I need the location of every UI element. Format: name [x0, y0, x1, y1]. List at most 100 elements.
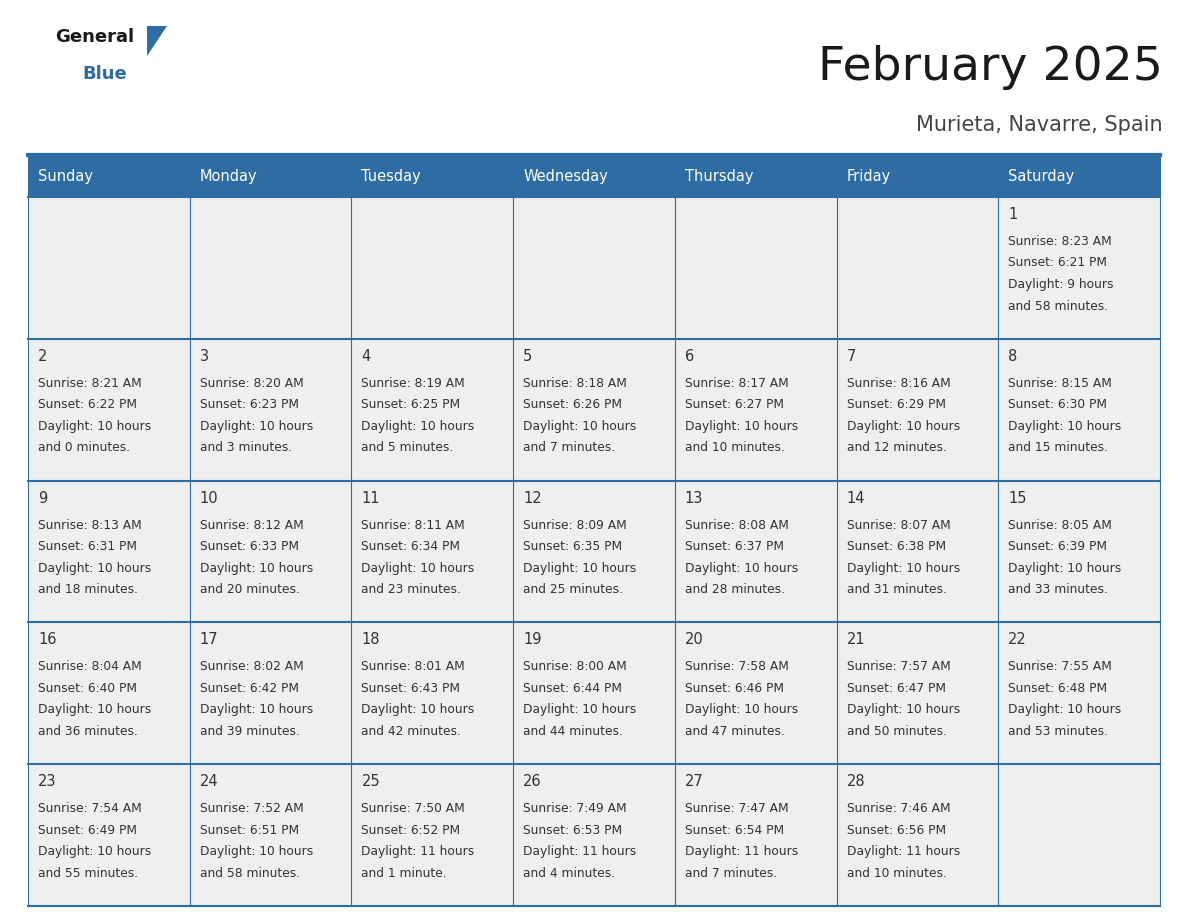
Text: and 36 minutes.: and 36 minutes. — [38, 725, 138, 738]
Text: 14: 14 — [847, 490, 865, 506]
Polygon shape — [147, 26, 168, 56]
Text: Sunset: 6:44 PM: Sunset: 6:44 PM — [523, 682, 623, 695]
Text: Daylight: 10 hours: Daylight: 10 hours — [361, 562, 475, 575]
Text: Sunrise: 8:12 AM: Sunrise: 8:12 AM — [200, 519, 303, 532]
Text: Sunrise: 8:23 AM: Sunrise: 8:23 AM — [1009, 235, 1112, 248]
Text: 27: 27 — [684, 774, 703, 789]
Text: 25: 25 — [361, 774, 380, 789]
Text: 5: 5 — [523, 349, 532, 364]
Text: and 7 minutes.: and 7 minutes. — [684, 867, 777, 879]
Text: and 53 minutes.: and 53 minutes. — [1009, 725, 1108, 738]
Text: 23: 23 — [38, 774, 57, 789]
Text: 18: 18 — [361, 633, 380, 647]
Text: Sunset: 6:25 PM: Sunset: 6:25 PM — [361, 398, 461, 411]
Text: Daylight: 9 hours: Daylight: 9 hours — [1009, 278, 1114, 291]
Text: 12: 12 — [523, 490, 542, 506]
Text: Sunrise: 8:17 AM: Sunrise: 8:17 AM — [684, 376, 789, 390]
Text: and 58 minutes.: and 58 minutes. — [200, 867, 299, 879]
Text: Sunset: 6:21 PM: Sunset: 6:21 PM — [1009, 256, 1107, 270]
Text: 8: 8 — [1009, 349, 1018, 364]
Text: Sunset: 6:34 PM: Sunset: 6:34 PM — [361, 540, 461, 554]
Text: Daylight: 10 hours: Daylight: 10 hours — [200, 703, 312, 716]
Bar — [29, 622, 1159, 764]
Text: and 31 minutes.: and 31 minutes. — [847, 583, 947, 596]
Text: and 50 minutes.: and 50 minutes. — [847, 725, 947, 738]
Text: Sunrise: 7:54 AM: Sunrise: 7:54 AM — [38, 802, 141, 815]
Text: and 4 minutes.: and 4 minutes. — [523, 867, 615, 879]
Text: Monday: Monday — [200, 169, 258, 184]
Text: Sunrise: 8:11 AM: Sunrise: 8:11 AM — [361, 519, 466, 532]
Text: 15: 15 — [1009, 490, 1026, 506]
Text: and 33 minutes.: and 33 minutes. — [1009, 583, 1108, 596]
Text: Sunset: 6:29 PM: Sunset: 6:29 PM — [847, 398, 946, 411]
Text: and 0 minutes.: and 0 minutes. — [38, 442, 131, 454]
Text: Daylight: 10 hours: Daylight: 10 hours — [200, 562, 312, 575]
Text: Sunset: 6:47 PM: Sunset: 6:47 PM — [847, 682, 946, 695]
Text: 28: 28 — [847, 774, 865, 789]
Text: and 44 minutes.: and 44 minutes. — [523, 725, 623, 738]
Text: Daylight: 10 hours: Daylight: 10 hours — [200, 845, 312, 858]
Text: 17: 17 — [200, 633, 219, 647]
Text: Sunrise: 8:04 AM: Sunrise: 8:04 AM — [38, 660, 141, 674]
Text: 26: 26 — [523, 774, 542, 789]
Text: Sunset: 6:27 PM: Sunset: 6:27 PM — [684, 398, 784, 411]
Text: Sunrise: 8:19 AM: Sunrise: 8:19 AM — [361, 376, 466, 390]
Text: Sunrise: 8:05 AM: Sunrise: 8:05 AM — [1009, 519, 1112, 532]
Text: Sunset: 6:35 PM: Sunset: 6:35 PM — [523, 540, 623, 554]
Text: Daylight: 10 hours: Daylight: 10 hours — [38, 420, 151, 432]
Text: Sunrise: 8:18 AM: Sunrise: 8:18 AM — [523, 376, 627, 390]
Text: Sunset: 6:40 PM: Sunset: 6:40 PM — [38, 682, 137, 695]
Text: Sunrise: 7:47 AM: Sunrise: 7:47 AM — [684, 802, 789, 815]
Text: Daylight: 11 hours: Daylight: 11 hours — [523, 845, 637, 858]
Text: and 25 minutes.: and 25 minutes. — [523, 583, 624, 596]
Text: Daylight: 10 hours: Daylight: 10 hours — [523, 562, 637, 575]
Text: Tuesday: Tuesday — [361, 169, 422, 184]
Text: Sunrise: 8:20 AM: Sunrise: 8:20 AM — [200, 376, 303, 390]
Text: and 58 minutes.: and 58 minutes. — [1009, 299, 1108, 312]
Text: Sunrise: 7:50 AM: Sunrise: 7:50 AM — [361, 802, 466, 815]
Text: Sunrise: 8:21 AM: Sunrise: 8:21 AM — [38, 376, 141, 390]
Text: Sunrise: 8:15 AM: Sunrise: 8:15 AM — [1009, 376, 1112, 390]
Text: 3: 3 — [200, 349, 209, 364]
Bar — [29, 481, 1159, 622]
Text: Daylight: 11 hours: Daylight: 11 hours — [847, 845, 960, 858]
Bar — [29, 197, 1159, 339]
Text: Sunset: 6:42 PM: Sunset: 6:42 PM — [200, 682, 298, 695]
Text: Sunset: 6:30 PM: Sunset: 6:30 PM — [1009, 398, 1107, 411]
Text: Sunset: 6:51 PM: Sunset: 6:51 PM — [200, 823, 299, 836]
Text: Sunrise: 8:00 AM: Sunrise: 8:00 AM — [523, 660, 627, 674]
Text: Daylight: 10 hours: Daylight: 10 hours — [200, 420, 312, 432]
Text: Wednesday: Wednesday — [523, 169, 608, 184]
Text: Sunset: 6:48 PM: Sunset: 6:48 PM — [1009, 682, 1107, 695]
Text: 21: 21 — [847, 633, 865, 647]
Text: Sunrise: 8:16 AM: Sunrise: 8:16 AM — [847, 376, 950, 390]
Text: Sunset: 6:52 PM: Sunset: 6:52 PM — [361, 823, 461, 836]
Text: 11: 11 — [361, 490, 380, 506]
Text: Daylight: 10 hours: Daylight: 10 hours — [847, 703, 960, 716]
Text: Sunrise: 8:08 AM: Sunrise: 8:08 AM — [684, 519, 789, 532]
Text: Daylight: 10 hours: Daylight: 10 hours — [847, 562, 960, 575]
Text: Daylight: 11 hours: Daylight: 11 hours — [684, 845, 798, 858]
Text: Friday: Friday — [847, 169, 891, 184]
Text: Daylight: 10 hours: Daylight: 10 hours — [847, 420, 960, 432]
Text: Sunrise: 7:58 AM: Sunrise: 7:58 AM — [684, 660, 789, 674]
Text: Daylight: 10 hours: Daylight: 10 hours — [38, 562, 151, 575]
Text: Daylight: 10 hours: Daylight: 10 hours — [361, 420, 475, 432]
Text: Sunrise: 7:46 AM: Sunrise: 7:46 AM — [847, 802, 950, 815]
Text: 2: 2 — [38, 349, 48, 364]
Text: 9: 9 — [38, 490, 48, 506]
Text: and 39 minutes.: and 39 minutes. — [200, 725, 299, 738]
Text: Sunrise: 7:55 AM: Sunrise: 7:55 AM — [1009, 660, 1112, 674]
Bar — [29, 764, 1159, 906]
Text: and 5 minutes.: and 5 minutes. — [361, 442, 454, 454]
Text: Daylight: 10 hours: Daylight: 10 hours — [1009, 562, 1121, 575]
Text: Murieta, Navarre, Spain: Murieta, Navarre, Spain — [916, 115, 1163, 135]
Text: Sunrise: 8:02 AM: Sunrise: 8:02 AM — [200, 660, 303, 674]
Text: Sunset: 6:22 PM: Sunset: 6:22 PM — [38, 398, 137, 411]
Text: and 55 minutes.: and 55 minutes. — [38, 867, 138, 879]
Text: Sunrise: 8:09 AM: Sunrise: 8:09 AM — [523, 519, 627, 532]
Text: General: General — [55, 28, 134, 46]
Text: Daylight: 10 hours: Daylight: 10 hours — [523, 703, 637, 716]
Text: Sunrise: 7:57 AM: Sunrise: 7:57 AM — [847, 660, 950, 674]
Text: and 18 minutes.: and 18 minutes. — [38, 583, 138, 596]
